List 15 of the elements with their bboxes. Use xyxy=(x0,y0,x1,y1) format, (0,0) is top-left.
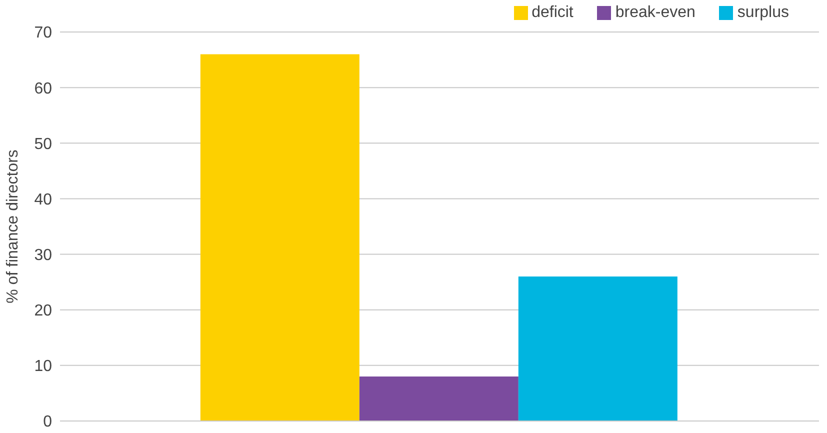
legend-label: deficit xyxy=(532,4,574,21)
legend-label: surplus xyxy=(737,4,789,21)
bar xyxy=(200,54,360,421)
legend-label: break-even xyxy=(615,4,696,21)
y-axis-title: % of finance directors xyxy=(4,150,22,304)
y-tick-label: 20 xyxy=(34,302,52,320)
y-tick-label: 50 xyxy=(34,136,52,153)
y-tick-label: 30 xyxy=(34,246,52,264)
bar xyxy=(518,276,678,421)
y-tick-label: 70 xyxy=(34,24,52,42)
y-tick-label: 10 xyxy=(34,358,52,376)
y-tick-label: 60 xyxy=(34,80,52,98)
bar xyxy=(359,376,518,421)
y-tick-label: 40 xyxy=(34,191,52,208)
y-tick-label: 0 xyxy=(43,414,52,431)
